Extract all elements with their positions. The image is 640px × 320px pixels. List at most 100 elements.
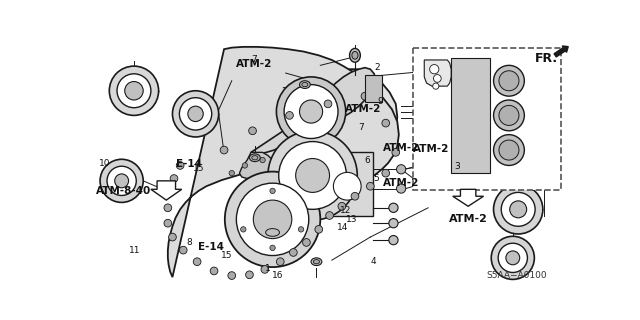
Text: 7: 7 — [358, 123, 364, 132]
Circle shape — [168, 233, 176, 241]
Circle shape — [493, 185, 543, 234]
Circle shape — [303, 239, 310, 246]
Circle shape — [246, 271, 253, 279]
Circle shape — [433, 75, 441, 82]
Polygon shape — [452, 189, 484, 206]
Circle shape — [179, 246, 187, 254]
Text: 12: 12 — [340, 206, 351, 215]
Text: 15: 15 — [221, 251, 233, 260]
Circle shape — [333, 172, 361, 200]
Circle shape — [109, 66, 159, 116]
Circle shape — [210, 267, 218, 275]
Polygon shape — [168, 47, 399, 277]
Text: 1: 1 — [265, 264, 271, 273]
Circle shape — [296, 158, 330, 192]
Circle shape — [382, 169, 390, 177]
Circle shape — [164, 219, 172, 227]
Circle shape — [166, 188, 174, 196]
FancyArrow shape — [554, 46, 568, 57]
Circle shape — [493, 135, 524, 165]
Circle shape — [351, 192, 359, 200]
Circle shape — [397, 184, 406, 193]
Circle shape — [501, 192, 535, 226]
Circle shape — [188, 106, 204, 122]
Ellipse shape — [302, 83, 308, 87]
Text: 3: 3 — [454, 162, 460, 171]
Text: 15: 15 — [193, 164, 205, 173]
Polygon shape — [236, 69, 397, 165]
Circle shape — [499, 71, 519, 91]
Text: 8: 8 — [186, 238, 192, 247]
Circle shape — [324, 100, 332, 108]
Text: ATM-2: ATM-2 — [236, 59, 272, 69]
Circle shape — [268, 131, 357, 220]
Circle shape — [367, 182, 374, 190]
Circle shape — [172, 91, 219, 137]
Text: 10: 10 — [99, 159, 111, 168]
Circle shape — [193, 258, 201, 266]
Ellipse shape — [252, 156, 258, 160]
Text: 9: 9 — [378, 98, 383, 107]
Circle shape — [326, 212, 333, 219]
Circle shape — [270, 188, 275, 194]
Circle shape — [242, 163, 248, 168]
Circle shape — [499, 105, 519, 125]
Text: E-14: E-14 — [176, 159, 202, 169]
Circle shape — [125, 82, 143, 100]
Text: ATM-2: ATM-2 — [346, 104, 381, 114]
Circle shape — [382, 119, 390, 127]
Text: 2: 2 — [374, 63, 380, 72]
Circle shape — [509, 201, 527, 218]
Circle shape — [261, 266, 269, 273]
Circle shape — [289, 249, 297, 256]
Circle shape — [220, 146, 228, 154]
Circle shape — [249, 127, 257, 135]
Text: S5AA−A0100: S5AA−A0100 — [486, 271, 547, 280]
Text: 5: 5 — [373, 174, 379, 183]
Circle shape — [492, 236, 534, 279]
Circle shape — [179, 98, 212, 130]
Circle shape — [392, 148, 399, 156]
Circle shape — [493, 100, 524, 131]
Circle shape — [276, 77, 346, 146]
Circle shape — [300, 100, 323, 123]
Circle shape — [164, 204, 172, 212]
Circle shape — [260, 157, 265, 163]
Circle shape — [117, 74, 151, 108]
Text: ATM-2: ATM-2 — [383, 178, 419, 188]
Circle shape — [236, 183, 308, 256]
Text: 7: 7 — [252, 55, 257, 64]
Ellipse shape — [311, 258, 322, 266]
Circle shape — [315, 226, 323, 233]
Circle shape — [279, 141, 346, 209]
Circle shape — [176, 162, 184, 169]
Circle shape — [253, 200, 292, 239]
Text: E-14: E-14 — [198, 242, 224, 252]
FancyBboxPatch shape — [365, 75, 382, 102]
Ellipse shape — [266, 228, 280, 236]
Circle shape — [397, 165, 406, 174]
Polygon shape — [324, 152, 372, 215]
Circle shape — [284, 84, 338, 139]
Circle shape — [241, 227, 246, 232]
Circle shape — [499, 140, 519, 160]
Text: ATM-8-40: ATM-8-40 — [96, 186, 151, 196]
Circle shape — [389, 203, 398, 212]
Circle shape — [498, 243, 527, 273]
Circle shape — [389, 236, 398, 245]
Circle shape — [270, 245, 275, 251]
Text: 11: 11 — [129, 246, 140, 255]
Circle shape — [228, 272, 236, 279]
Circle shape — [433, 83, 439, 89]
Circle shape — [276, 258, 284, 266]
Circle shape — [298, 227, 304, 232]
Circle shape — [225, 172, 320, 267]
Text: 4: 4 — [371, 257, 377, 266]
Text: 14: 14 — [337, 223, 348, 232]
Text: 16: 16 — [272, 271, 284, 280]
Text: ATM-2: ATM-2 — [449, 214, 488, 224]
Circle shape — [229, 171, 234, 176]
Circle shape — [285, 112, 293, 119]
Circle shape — [100, 159, 143, 203]
Polygon shape — [451, 58, 490, 173]
